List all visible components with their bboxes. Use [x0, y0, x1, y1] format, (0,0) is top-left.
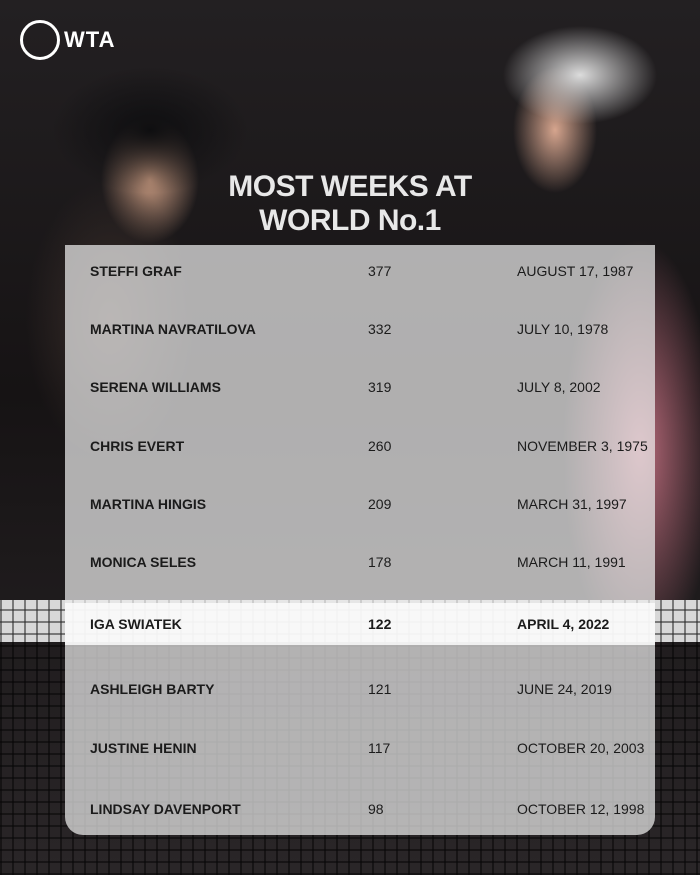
- table-row: SERENA WILLIAMS 319 JULY 8, 2002: [65, 367, 655, 407]
- table-row: ASHLEIGH BARTY 121 JUNE 24, 2019: [65, 669, 655, 709]
- weeks-count: 332: [368, 321, 392, 337]
- first-date: APRIL 4, 2022: [517, 616, 610, 632]
- weeks-count: 377: [368, 263, 392, 279]
- weeks-count: 121: [368, 681, 392, 697]
- title-line: MOST WEEKS AT: [228, 170, 472, 203]
- rankings-table: STEFFI GRAF 377 AUGUST 17, 1987 MARTINA NAV…: [65, 245, 655, 835]
- table-row: MARTINA HINGIS 209 MARCH 31, 1997: [65, 484, 655, 524]
- logo-text: WTA: [64, 27, 116, 52]
- table-row: IGA SWIATEK 122 APRIL 4, 2022: [65, 603, 655, 645]
- player-name: SERENA WILLIAMS: [90, 379, 221, 395]
- table-row: LINDSAY DAVENPORT 98 OCTOBER 12, 1998: [65, 789, 655, 829]
- first-date: MARCH 31, 1997: [517, 496, 627, 512]
- weeks-count: 178: [368, 554, 392, 570]
- wta-logo-mark-icon: [20, 20, 60, 60]
- table-row: MARTINA NAVRATILOVA 332 JULY 10, 1978: [65, 309, 655, 349]
- weeks-count: 209: [368, 496, 392, 512]
- player-name: ASHLEIGH BARTY: [90, 681, 215, 697]
- player-name: IGA SWIATEK: [90, 616, 182, 632]
- table-row: CHRIS EVERT 260 NOVEMBER 3, 1975: [65, 426, 655, 466]
- weeks-count: 260: [368, 438, 392, 454]
- player-name: MARTINA HINGIS: [90, 496, 207, 512]
- first-date: OCTOBER 12, 1998: [517, 801, 645, 817]
- player-name: MARTINA NAVRATILOVA: [90, 321, 256, 337]
- first-date: JULY 8, 2002: [517, 379, 601, 395]
- weeks-count: 98: [368, 801, 384, 817]
- weeks-count: 319: [368, 379, 392, 395]
- first-date: NOVEMBER 3, 1975: [517, 438, 648, 454]
- player-name: JUSTINE HENIN: [90, 740, 197, 756]
- first-date: MARCH 11, 1991: [517, 554, 626, 570]
- player-name: CHRIS EVERT: [90, 438, 185, 454]
- table-row: STEFFI GRAF 377 AUGUST 17, 1987: [65, 251, 655, 291]
- first-date: AUGUST 17, 1987: [517, 263, 634, 279]
- first-date: OCTOBER 20, 2003: [517, 740, 645, 756]
- first-date: JULY 10, 1978: [517, 321, 609, 337]
- weeks-count: 122: [368, 616, 392, 632]
- wta-logo: WTA: [20, 20, 115, 60]
- table-row: JUSTINE HENIN 117 OCTOBER 20, 2003: [65, 728, 655, 768]
- first-date: JUNE 24, 2019: [517, 681, 612, 697]
- player-name: STEFFI GRAF: [90, 263, 182, 279]
- player-name: MONICA SELES: [90, 554, 197, 570]
- page-title: MOST WEEKS AT WORLD No.1: [0, 170, 700, 238]
- player-name: LINDSAY DAVENPORT: [90, 801, 241, 817]
- title-line: WORLD No.1: [259, 204, 441, 237]
- weeks-count: 117: [368, 740, 391, 756]
- table-row: MONICA SELES 178 MARCH 11, 1991: [65, 542, 655, 582]
